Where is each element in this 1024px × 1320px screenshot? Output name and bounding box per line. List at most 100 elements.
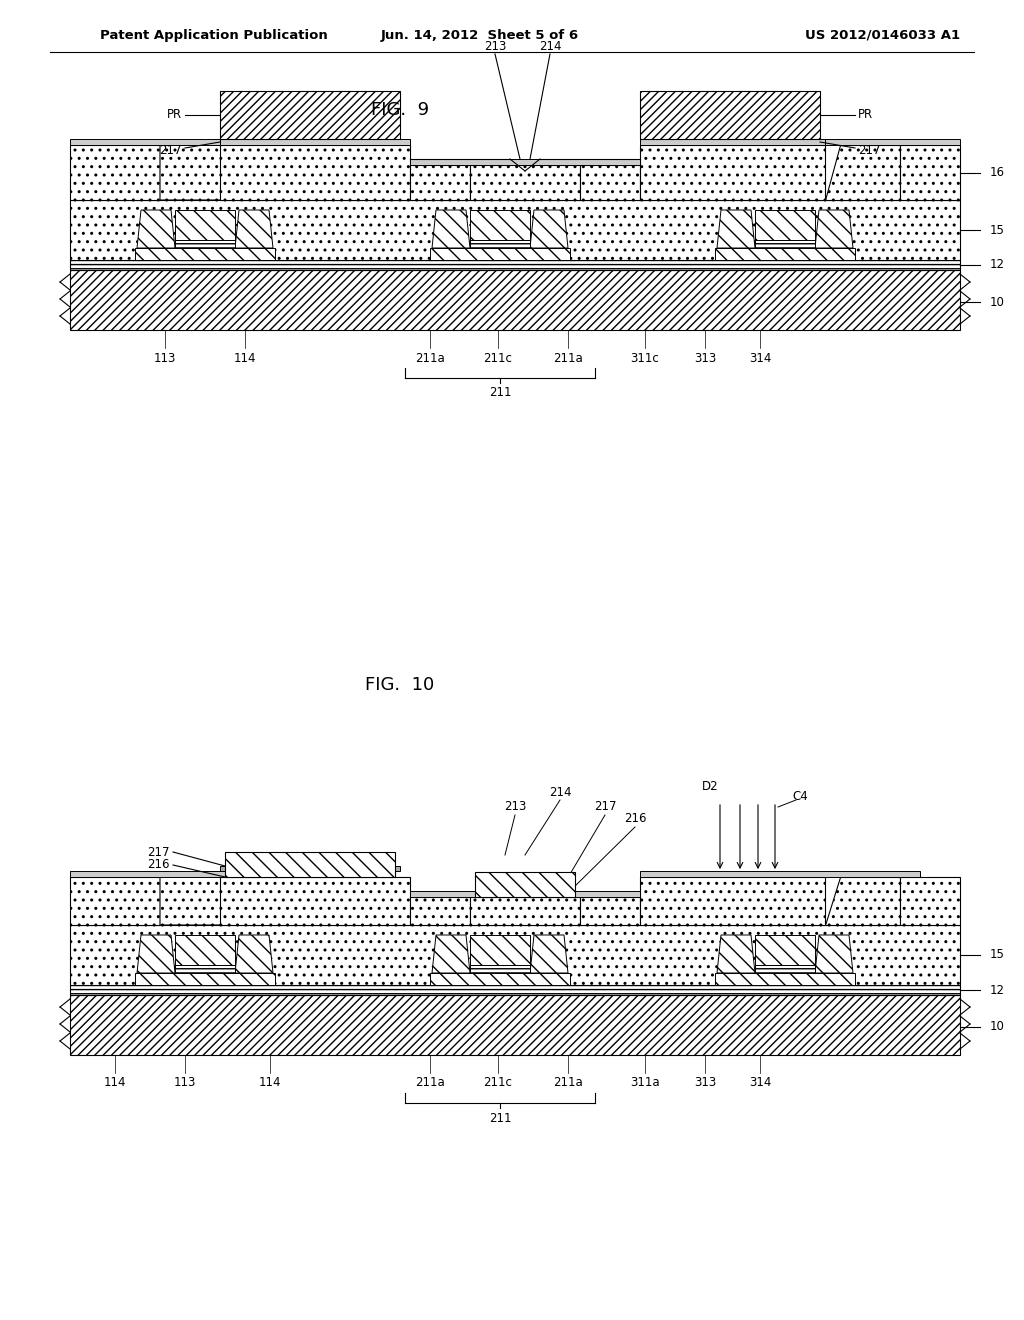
Bar: [175, 935, 234, 965]
Text: 313: 313: [694, 351, 716, 364]
Text: 211a: 211a: [553, 351, 583, 364]
Bar: [220, 139, 410, 145]
Text: Patent Application Publication: Patent Application Publication: [100, 29, 328, 41]
Bar: [640, 91, 820, 139]
Text: 10: 10: [990, 1020, 1005, 1034]
Bar: [70, 995, 961, 1055]
Text: 113: 113: [154, 351, 176, 364]
Bar: [135, 248, 275, 260]
Text: 15: 15: [990, 223, 1005, 236]
Polygon shape: [137, 935, 175, 973]
Text: 114: 114: [233, 351, 256, 364]
Text: 217: 217: [858, 144, 881, 157]
Bar: [70, 925, 961, 985]
Bar: [755, 965, 815, 973]
Bar: [430, 973, 570, 985]
Bar: [225, 851, 395, 876]
Text: 216: 216: [147, 858, 170, 871]
Text: 213: 213: [483, 40, 506, 53]
Text: FIG.  10: FIG. 10: [366, 676, 434, 694]
Text: 114: 114: [259, 1077, 282, 1089]
Bar: [70, 139, 220, 145]
Bar: [640, 876, 825, 925]
Bar: [175, 240, 234, 248]
Bar: [640, 139, 825, 145]
Text: 211a: 211a: [415, 351, 444, 364]
Bar: [475, 873, 575, 898]
Text: 12: 12: [990, 983, 1005, 997]
Bar: [430, 248, 570, 260]
Polygon shape: [815, 210, 853, 248]
Bar: [470, 898, 580, 925]
Bar: [410, 158, 640, 165]
Bar: [470, 935, 530, 965]
Bar: [410, 898, 470, 925]
Bar: [70, 876, 160, 925]
Bar: [715, 973, 855, 985]
Text: 211: 211: [488, 1111, 511, 1125]
Polygon shape: [234, 210, 273, 248]
Text: 211c: 211c: [483, 351, 512, 364]
Bar: [175, 210, 234, 240]
Bar: [755, 240, 815, 248]
Text: 217: 217: [147, 846, 170, 858]
Bar: [70, 871, 310, 876]
Text: 15: 15: [990, 949, 1005, 961]
Text: PR: PR: [858, 108, 873, 121]
Text: 114: 114: [103, 1077, 126, 1089]
Bar: [135, 973, 275, 985]
Bar: [755, 210, 815, 240]
Text: US 2012/0146033 A1: US 2012/0146033 A1: [805, 29, 961, 41]
Bar: [470, 965, 530, 973]
Bar: [580, 898, 640, 925]
Bar: [755, 935, 815, 965]
Text: D2: D2: [701, 780, 718, 793]
Polygon shape: [825, 145, 900, 201]
Text: 217: 217: [594, 800, 616, 813]
Bar: [410, 891, 640, 898]
Bar: [70, 145, 160, 201]
Polygon shape: [530, 935, 568, 973]
Bar: [220, 876, 410, 925]
Text: 211c: 211c: [483, 1077, 512, 1089]
Bar: [640, 145, 825, 201]
Text: 211: 211: [488, 387, 511, 400]
Polygon shape: [432, 935, 470, 973]
Text: 313: 313: [694, 1077, 716, 1089]
Text: PR: PR: [167, 108, 182, 121]
Bar: [220, 91, 400, 139]
Bar: [70, 985, 961, 995]
Bar: [70, 260, 961, 271]
Polygon shape: [825, 876, 900, 925]
Polygon shape: [717, 210, 755, 248]
Text: 314: 314: [749, 351, 771, 364]
Text: 213: 213: [504, 800, 526, 813]
Polygon shape: [234, 935, 273, 973]
Bar: [470, 165, 580, 201]
Text: C4: C4: [793, 791, 808, 804]
Text: 217: 217: [160, 144, 182, 157]
Bar: [900, 145, 961, 201]
Bar: [470, 240, 530, 248]
Text: FIG.  9: FIG. 9: [371, 102, 429, 119]
Polygon shape: [160, 876, 240, 925]
Bar: [825, 139, 961, 145]
Text: 311a: 311a: [630, 1077, 659, 1089]
Text: 12: 12: [990, 259, 1005, 272]
Bar: [715, 248, 855, 260]
Bar: [220, 145, 410, 201]
Bar: [70, 271, 961, 330]
Polygon shape: [160, 145, 240, 201]
Polygon shape: [137, 210, 175, 248]
Polygon shape: [530, 210, 568, 248]
Polygon shape: [717, 935, 755, 973]
Bar: [220, 866, 400, 871]
Text: 211a: 211a: [553, 1077, 583, 1089]
Text: 214: 214: [539, 40, 561, 53]
Text: 16: 16: [990, 166, 1005, 180]
Bar: [470, 210, 530, 240]
Text: 10: 10: [990, 296, 1005, 309]
Bar: [640, 871, 920, 876]
Text: 311c: 311c: [631, 351, 659, 364]
Text: 211a: 211a: [415, 1077, 444, 1089]
